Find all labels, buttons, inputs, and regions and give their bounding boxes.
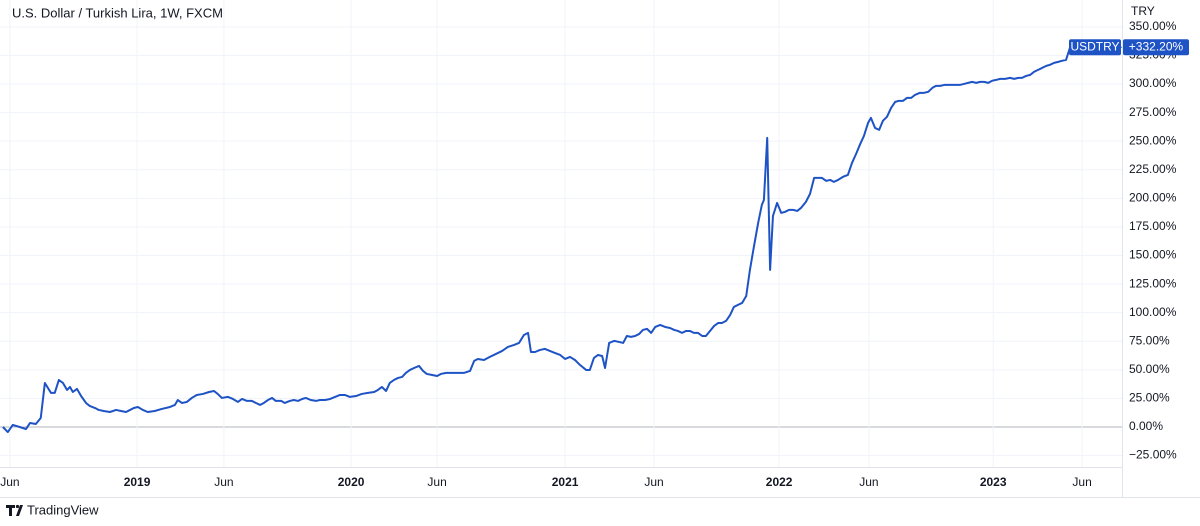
brand-logo: TradingView [6,502,99,517]
x-tick-label: 2022 [766,475,793,489]
x-tick-label: Jun [859,475,878,489]
y-tick-label: 0.00% [1129,419,1163,433]
x-tick-label: Jun [644,475,663,489]
y-tick-label: 75.00% [1129,333,1170,347]
symbol-tag-text: USDTRY [1070,39,1119,53]
x-tick-label: Jun [1072,475,1091,489]
y-tick-label: 200.00% [1129,191,1177,205]
y-tick-label: 175.00% [1129,219,1177,233]
brand-name: TradingView [27,502,99,517]
y-tick-label: 250.00% [1129,133,1177,147]
price-tag-text: +332.20% [1129,39,1184,53]
symbol-tag [1069,39,1121,56]
y-tick-label: 125.00% [1129,276,1177,290]
x-tick-label: 2019 [124,475,151,489]
y-tick-label: 300.00% [1129,76,1177,90]
x-tick-label: Jun [214,475,233,489]
y-tick-label: 25.00% [1129,391,1170,405]
chart-title: U.S. Dollar / Turkish Lira, 1W, FXCM [12,5,223,20]
y-tick-label: 150.00% [1129,248,1177,262]
x-tick-label: 2023 [980,475,1007,489]
price-line [2,46,1072,434]
x-tick-label: Jun [427,475,446,489]
x-tick-label: 2021 [552,475,579,489]
y-tick-label: 50.00% [1129,362,1170,376]
currency-label: TRY [1131,4,1155,18]
y-tick-label: −25.00% [1129,448,1177,462]
x-tick-label: Jun [0,475,19,489]
y-tick-label: 350.00% [1129,19,1177,33]
y-tick-label: 275.00% [1129,105,1177,119]
grid [0,0,1122,467]
y-tick-label: 100.00% [1129,305,1177,319]
y-tick-label: 225.00% [1129,162,1177,176]
x-tick-label: 2020 [338,475,365,489]
price-tag [1123,39,1189,56]
